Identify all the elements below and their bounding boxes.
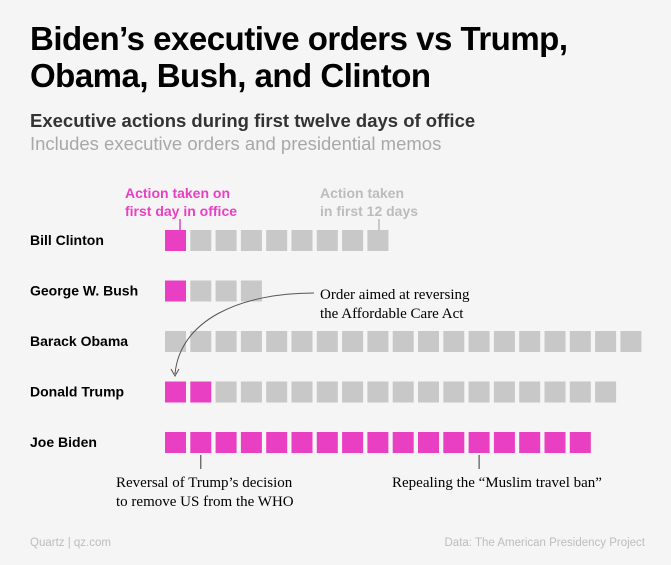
first-day-square xyxy=(443,432,465,453)
first-12-days-square xyxy=(316,230,338,251)
first-12-days-square xyxy=(418,331,439,352)
first-12-days-square xyxy=(190,230,212,251)
chart-subnote: Includes executive orders and presidenti… xyxy=(30,133,442,154)
first-day-square xyxy=(468,432,490,453)
first-day-square xyxy=(569,432,591,453)
first-day-square xyxy=(493,432,515,453)
first-12-days-square xyxy=(291,331,313,352)
footer-credit: Quartz | qz.com xyxy=(30,537,111,549)
first-day-square xyxy=(291,432,313,453)
annotation-aca-line-1: Order aimed at reversing xyxy=(320,287,470,303)
legend-first-12-line-1: Action taken xyxy=(320,185,404,201)
legend-first-day-line-2: first day in office xyxy=(125,203,237,219)
legend: Action taken on first day in office Acti… xyxy=(125,185,418,231)
annotation-arrowhead xyxy=(170,368,180,378)
first-day-square xyxy=(165,381,186,403)
first-day-square xyxy=(392,432,414,453)
chart-title: Biden’s executive orders vs Trump, Obama… xyxy=(30,20,568,94)
annotation-aca-line-2: the Affordable Care Act xyxy=(320,306,464,322)
first-day-square xyxy=(519,432,541,453)
first-day-square xyxy=(316,432,338,453)
chart-subtitle: Executive actions during first twelve da… xyxy=(30,110,476,131)
first-12-days-square xyxy=(240,280,262,302)
row-label: Donald Trump xyxy=(30,384,124,400)
first-day-square xyxy=(367,432,389,453)
first-12-days-square xyxy=(493,331,515,352)
footer-source: Data: The American Presidency Project xyxy=(444,537,646,549)
first-12-days-square xyxy=(569,381,591,403)
waffle-rows: Bill Clinton George W. Bush Barack Obama Do… xyxy=(30,230,642,453)
first-12-days-square xyxy=(468,381,490,403)
first-day-square xyxy=(190,381,212,403)
first-12-days-square xyxy=(215,381,237,403)
row-label: Barack Obama xyxy=(30,333,128,349)
first-12-days-square xyxy=(595,381,617,403)
first-day-square xyxy=(190,432,212,453)
legend-first-12-line-2: in first 12 days xyxy=(320,203,418,219)
first-12-days-square xyxy=(493,381,515,403)
first-day-square xyxy=(165,432,186,453)
first-12-days-square xyxy=(266,230,288,251)
first-day-square xyxy=(418,432,439,453)
first-12-days-square xyxy=(240,331,262,352)
first-12-days-square xyxy=(544,381,566,403)
first-12-days-square xyxy=(367,230,389,251)
annotation-who-line-2: to remove US from the WHO xyxy=(116,494,294,510)
annotations: Order aimed at reversing the Affordable C… xyxy=(116,287,602,510)
first-day-square xyxy=(165,280,186,302)
first-day-square xyxy=(544,432,566,453)
first-12-days-square xyxy=(468,331,490,352)
row-george-w-bush: George W. Bush xyxy=(30,280,262,302)
first-12-days-square xyxy=(544,331,566,352)
row-bill-clinton: Bill Clinton xyxy=(30,230,389,251)
first-12-days-square xyxy=(595,331,617,352)
first-12-days-square xyxy=(190,331,212,352)
first-12-days-square xyxy=(342,381,364,403)
first-12-days-square xyxy=(443,331,465,352)
first-12-days-square xyxy=(291,230,313,251)
first-12-days-square xyxy=(342,230,364,251)
first-12-days-square xyxy=(240,230,262,251)
first-12-days-square xyxy=(316,331,338,352)
row-barack-obama: Barack Obama xyxy=(30,331,642,352)
first-12-days-square xyxy=(392,381,414,403)
first-12-days-square xyxy=(165,331,186,352)
row-label: George W. Bush xyxy=(30,283,138,299)
first-12-days-square xyxy=(620,331,642,352)
first-day-square xyxy=(342,432,364,453)
first-12-days-square xyxy=(316,381,338,403)
first-12-days-square xyxy=(266,331,288,352)
first-12-days-square xyxy=(443,381,465,403)
first-12-days-square xyxy=(418,381,439,403)
first-12-days-square xyxy=(215,331,237,352)
first-12-days-square xyxy=(266,381,288,403)
first-day-square xyxy=(266,432,288,453)
first-12-days-square xyxy=(519,381,541,403)
row-label: Bill Clinton xyxy=(30,232,104,248)
first-12-days-square xyxy=(240,381,262,403)
first-12-days-square xyxy=(367,381,389,403)
row-joe-biden: Joe Biden xyxy=(30,432,591,453)
first-day-square xyxy=(240,432,262,453)
first-12-days-square xyxy=(215,230,237,251)
first-12-days-square xyxy=(215,280,237,302)
first-12-days-square xyxy=(367,331,389,352)
first-12-days-square xyxy=(342,331,364,352)
first-12-days-square xyxy=(392,331,414,352)
first-12-days-square xyxy=(569,331,591,352)
annotation-who-line-1: Reversal of Trump’s decision xyxy=(116,475,293,491)
first-day-square xyxy=(165,230,186,251)
annotation-travel-ban: Repealing the “Muslim travel ban” xyxy=(392,475,602,491)
row-label: Joe Biden xyxy=(30,434,97,450)
first-12-days-square xyxy=(519,331,541,352)
row-donald-trump: Donald Trump xyxy=(30,381,617,403)
first-12-days-square xyxy=(190,280,212,302)
annotation-arrow xyxy=(174,292,315,375)
legend-first-day-line-1: Action taken on xyxy=(125,185,230,201)
first-12-days-square xyxy=(291,381,313,403)
first-day-square xyxy=(215,432,237,453)
